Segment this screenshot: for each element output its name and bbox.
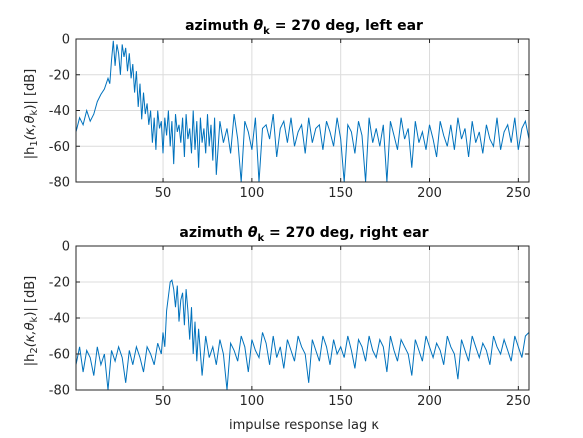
x-tick-label: 250: [506, 186, 531, 201]
y-tick-label: -80: [49, 176, 70, 191]
subplot-left-ear: azimuth θk = 270 deg, left ear 50 100 150 2…: [23, 18, 531, 201]
y-tick-label: -60: [49, 348, 70, 363]
y-tick-label: -40: [49, 312, 70, 327]
y-axis-label: |h1(κ,θk)| [dB]: [23, 69, 40, 160]
grid: [76, 38, 529, 183]
series-trace: [75, 279, 530, 391]
y-tick-label: 0: [62, 240, 70, 255]
subplot-right-ear: azimuth θk = 270 deg, right ear 50 100 150…: [23, 225, 531, 433]
plot-area: [75, 38, 530, 183]
y-tick-label: -20: [49, 276, 70, 291]
x-axis-label: impulse response lag κ: [229, 418, 379, 433]
y-tick-label: 0: [62, 33, 70, 48]
y-tick-label: -40: [49, 104, 70, 119]
chart-title: azimuth θk = 270 deg, left ear: [185, 18, 423, 37]
x-tick-label: 200: [417, 394, 442, 409]
x-tick-label: 100: [239, 186, 264, 201]
series-trace: [75, 40, 530, 183]
x-tick-label: 150: [328, 394, 353, 409]
x-tick-label: 250: [506, 394, 531, 409]
y-tick-label: -20: [49, 68, 70, 83]
y-tick-label: -60: [49, 140, 70, 155]
x-tick-label: 150: [328, 186, 353, 201]
tick-labels: 50 100 150 200 250 0 -20 -40 -60 -80: [49, 240, 531, 410]
y-tick-label: -80: [49, 384, 70, 399]
x-tick-label: 200: [417, 186, 442, 201]
chart-title: azimuth θk = 270 deg, right ear: [179, 225, 428, 244]
plot-area: [75, 245, 530, 391]
x-tick-label: 100: [239, 394, 264, 409]
tick-labels: 50 100 150 200 250 0 -20 -40 -60 -80: [49, 33, 531, 202]
y-axis-label: |h2(κ,θk)| [dB]: [23, 276, 40, 367]
x-tick-label: 50: [155, 186, 172, 201]
x-tick-label: 50: [155, 394, 172, 409]
series-line: [75, 40, 530, 183]
series-line: [75, 279, 530, 391]
